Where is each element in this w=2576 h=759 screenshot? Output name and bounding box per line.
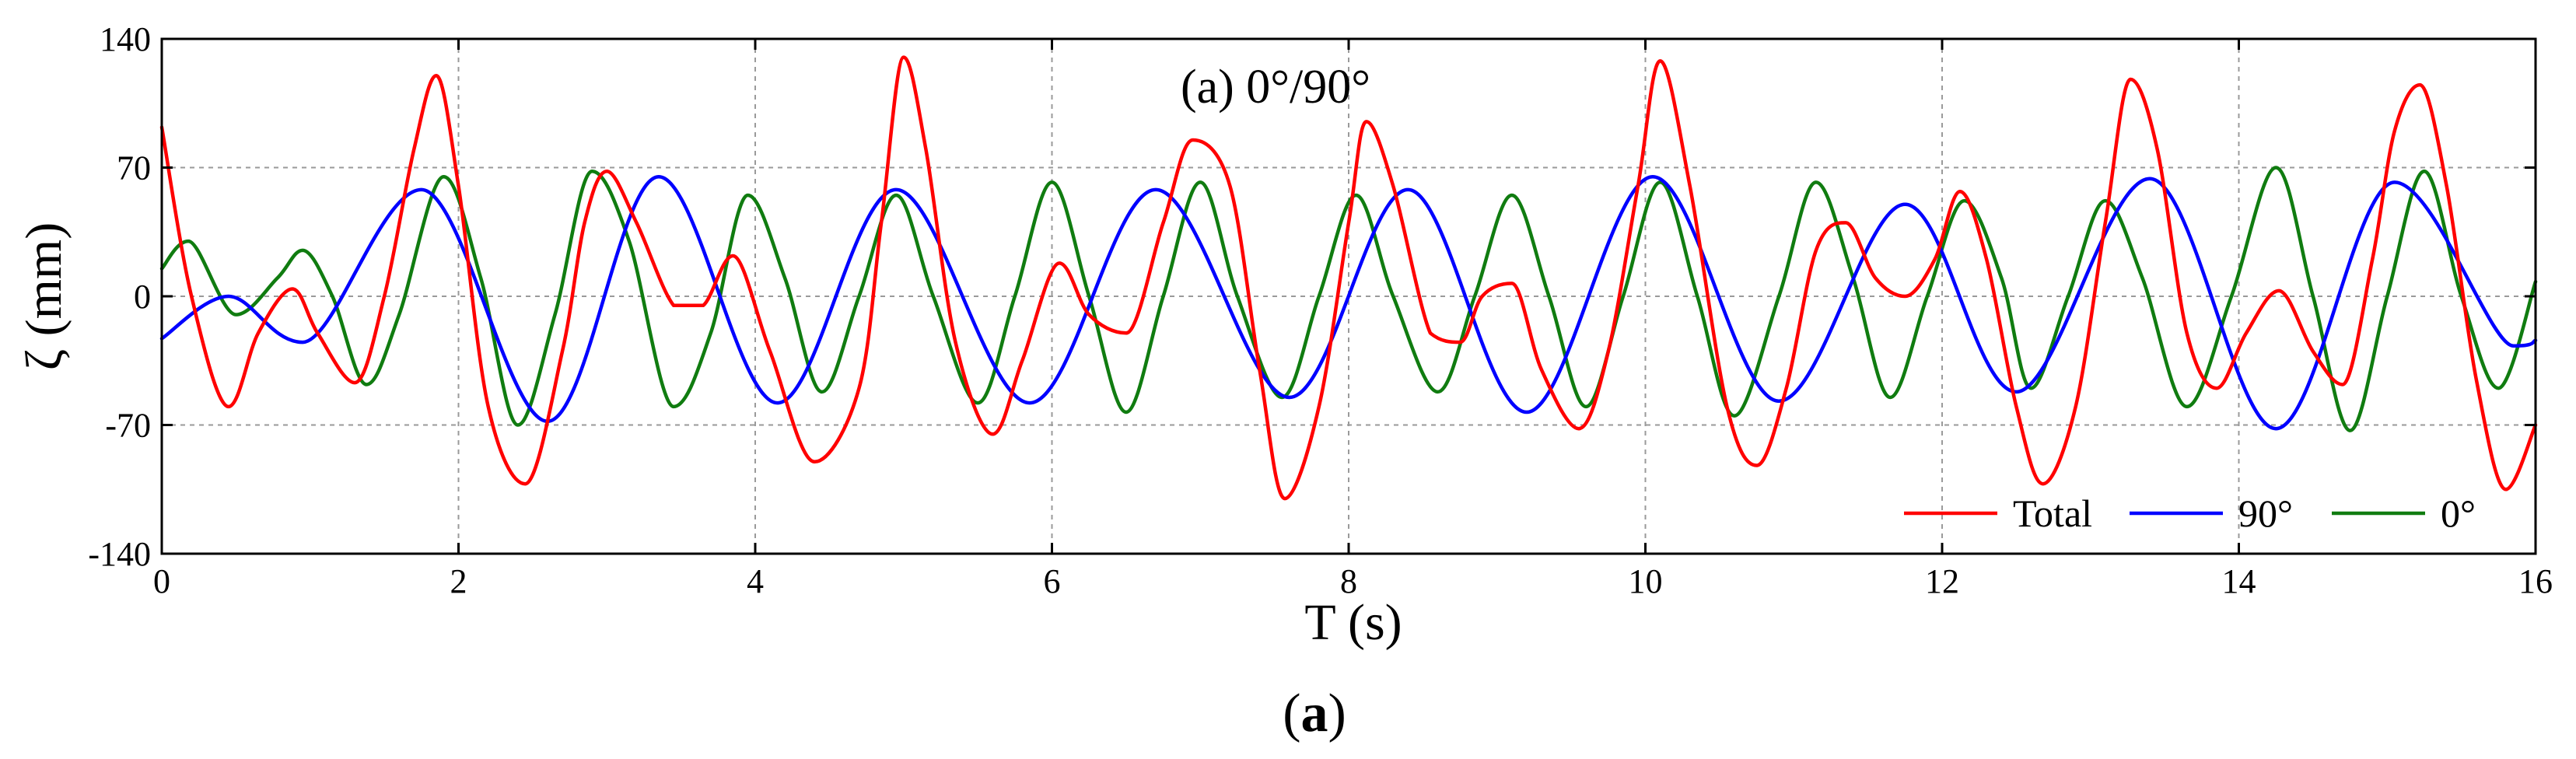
y-tick-label: -70 (105, 407, 151, 445)
x-tick-label: 8 (1340, 562, 1357, 600)
chart-title: (a) 0°/90° (1181, 61, 1370, 114)
y-tick-label: 140 (100, 20, 151, 58)
y-tick-label: 0 (134, 278, 151, 316)
x-tick-label: 4 (747, 562, 764, 600)
x-tick-label: 12 (1925, 562, 1959, 600)
tick-labels: 0 2 4 6 8 10 12 14 16 140 70 0 -70 -140 (88, 20, 2553, 600)
x-tick-label: 2 (450, 562, 467, 600)
caption-letter: a (1301, 684, 1328, 743)
series-line-90 (159, 175, 2538, 431)
x-tick-label: 0 (153, 562, 170, 600)
legend-label-0: 0° (2441, 491, 2476, 535)
y-tick-label: 70 (117, 149, 151, 187)
legend-label-total: Total (2013, 491, 2092, 535)
x-axis-label: T (s) (1304, 594, 1402, 651)
x-tick-label: 14 (2222, 562, 2256, 600)
caption-open: ( (1283, 684, 1300, 743)
x-tick-label: 6 (1044, 562, 1061, 600)
series-group (159, 55, 2538, 501)
legend: Total 90° 0° (1904, 491, 2476, 535)
series-line-total (159, 55, 2538, 501)
y-tick-label: -140 (88, 535, 151, 573)
x-tick-label: 16 (2518, 562, 2553, 600)
x-tick-label: 10 (1629, 562, 1663, 600)
legend-label-90: 90° (2238, 491, 2293, 535)
ticks (160, 37, 2537, 555)
caption-close: ) (1328, 684, 1346, 743)
series-line-0 (159, 166, 2538, 432)
figure-caption: (a) (1283, 684, 1346, 743)
y-axis-label: ζ (mm) (16, 222, 72, 370)
